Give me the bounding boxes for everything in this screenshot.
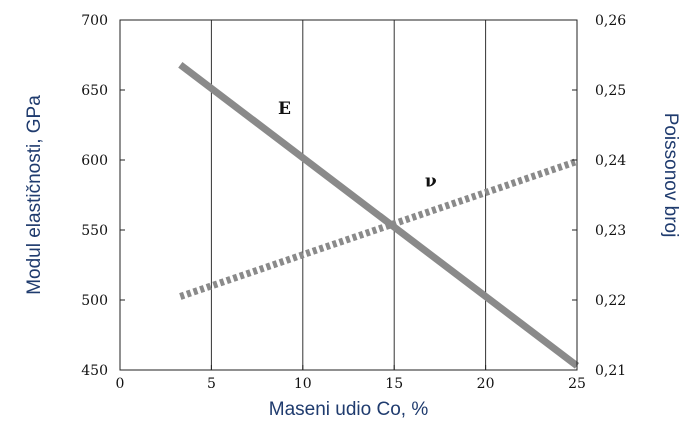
y-left-tick-label: 450 xyxy=(81,363,108,379)
y-left-tick-label: 600 xyxy=(81,153,108,169)
y-right-tick-label: 0,25 xyxy=(595,83,626,99)
y-left-axis-ticks: 450 500 550 600 650 700 xyxy=(81,13,125,379)
y-left-tick-label: 700 xyxy=(81,13,108,29)
y-right-tick-label: 0,23 xyxy=(595,223,626,239)
x-tick-label: 15 xyxy=(385,376,403,392)
x-tick-label: 5 xyxy=(207,376,216,392)
y-right-axis-ticks: 0,21 0,22 0,23 0,24 0,25 0,26 xyxy=(572,13,626,379)
x-axis-ticks: 0 5 10 15 20 25 xyxy=(116,365,586,392)
series-annotation: E xyxy=(278,99,291,119)
series-line-modulus xyxy=(178,62,580,369)
y-right-tick-label: 0,26 xyxy=(595,13,626,29)
y-right-tick-label: 0,22 xyxy=(595,293,626,309)
y-right-tick-label: 0,24 xyxy=(595,153,626,169)
x-tick-label: 25 xyxy=(568,376,586,392)
y-left-tick-label: 500 xyxy=(81,293,108,309)
x-axis-title: Maseni udio Co, % xyxy=(269,399,429,420)
x-tick-label: 0 xyxy=(116,376,125,392)
series-annotations: Eν xyxy=(278,99,437,192)
series-layer xyxy=(178,62,580,369)
grid xyxy=(210,20,487,370)
plot-frame xyxy=(119,19,578,371)
x-tick-label: 20 xyxy=(477,376,495,392)
y-right-axis-title: Poissonov broj xyxy=(660,113,681,238)
series-annotation: ν xyxy=(425,172,437,192)
y-right-tick-label: 0,21 xyxy=(595,363,626,379)
y-left-tick-label: 650 xyxy=(81,83,108,99)
y-left-axis-title: Modul elastičnosti, GPa xyxy=(24,95,45,295)
series-line-poisson xyxy=(179,158,579,300)
x-tick-label: 10 xyxy=(294,376,312,392)
y-left-tick-label: 550 xyxy=(81,223,108,239)
